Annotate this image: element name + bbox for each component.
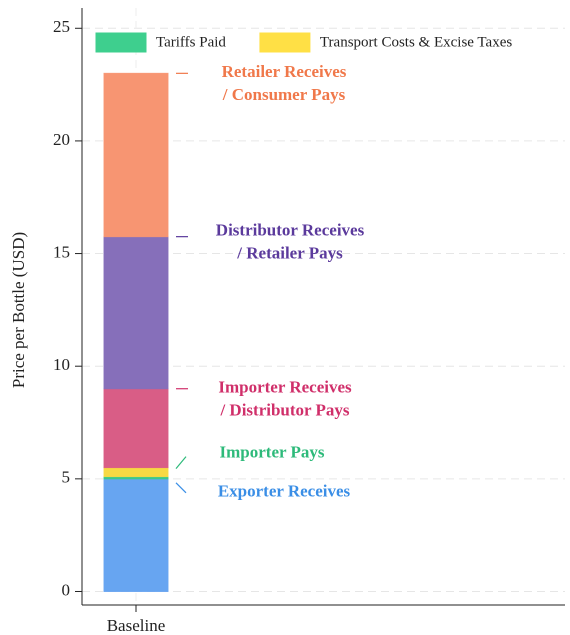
annotation: Distributor Receives xyxy=(216,221,365,240)
y-tick-label: 0 xyxy=(62,580,71,599)
y-axis-label: Price per Bottle (USD) xyxy=(9,232,28,388)
annotation-leader xyxy=(175,482,187,494)
y-tick-label: 20 xyxy=(53,130,70,149)
legend-swatch xyxy=(259,32,311,53)
annotation: / Retailer Pays xyxy=(236,244,343,263)
annotation: Importer Pays xyxy=(220,442,325,461)
x-tick-label: Baseline xyxy=(107,616,166,635)
annotation: / Consumer Pays xyxy=(222,85,346,104)
bar-segment xyxy=(103,388,169,469)
annotation-leader xyxy=(175,456,187,469)
legend-swatch xyxy=(95,32,147,53)
bar-segment xyxy=(103,72,169,238)
y-tick-label: 15 xyxy=(53,242,70,261)
bar-segment xyxy=(103,236,169,390)
y-tick-label: 5 xyxy=(62,468,71,487)
annotation: / Distributor Pays xyxy=(219,401,349,420)
y-tick-label: 25 xyxy=(53,17,70,36)
annotation: Importer Receives xyxy=(218,378,352,397)
annotation: Retailer Receives xyxy=(222,62,347,81)
bar-segment xyxy=(103,467,169,478)
legend-label: Transport Costs & Excise Taxes xyxy=(320,34,512,50)
annotation: Exporter Receives xyxy=(218,482,351,501)
legend-label: Tariffs Paid xyxy=(156,34,226,50)
y-tick-label: 10 xyxy=(53,355,70,374)
bar-segment xyxy=(103,478,169,592)
